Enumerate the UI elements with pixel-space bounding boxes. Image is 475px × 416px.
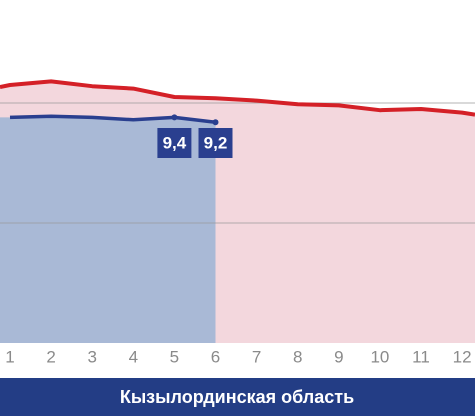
x-tick-label: 5	[170, 347, 179, 366]
point	[171, 114, 178, 121]
x-tick-label: 9	[334, 347, 343, 366]
x-tick-label: 12	[453, 347, 472, 366]
x-tick-label: 8	[293, 347, 302, 366]
x-tick-label: 3	[87, 347, 96, 366]
x-tick-label: 6	[211, 347, 220, 366]
x-tick-label: 7	[252, 347, 261, 366]
x-tick-label: 2	[46, 347, 55, 366]
x-tick-label: 10	[370, 347, 389, 366]
x-tick-label: 4	[129, 347, 138, 366]
area	[0, 116, 216, 343]
x-tick-label: 11	[412, 347, 430, 366]
x-tick-label: 1	[5, 347, 14, 366]
line	[9, 114, 216, 124]
value-label: 9,2	[204, 133, 228, 152]
value-label: 9,4	[163, 133, 187, 152]
value-label-box	[198, 128, 233, 158]
chart-footer-text: Кызылординская область	[120, 387, 354, 407]
line	[0, 79, 475, 117]
value-label-box	[157, 128, 192, 158]
footer-band	[0, 378, 475, 416]
point	[212, 119, 219, 126]
